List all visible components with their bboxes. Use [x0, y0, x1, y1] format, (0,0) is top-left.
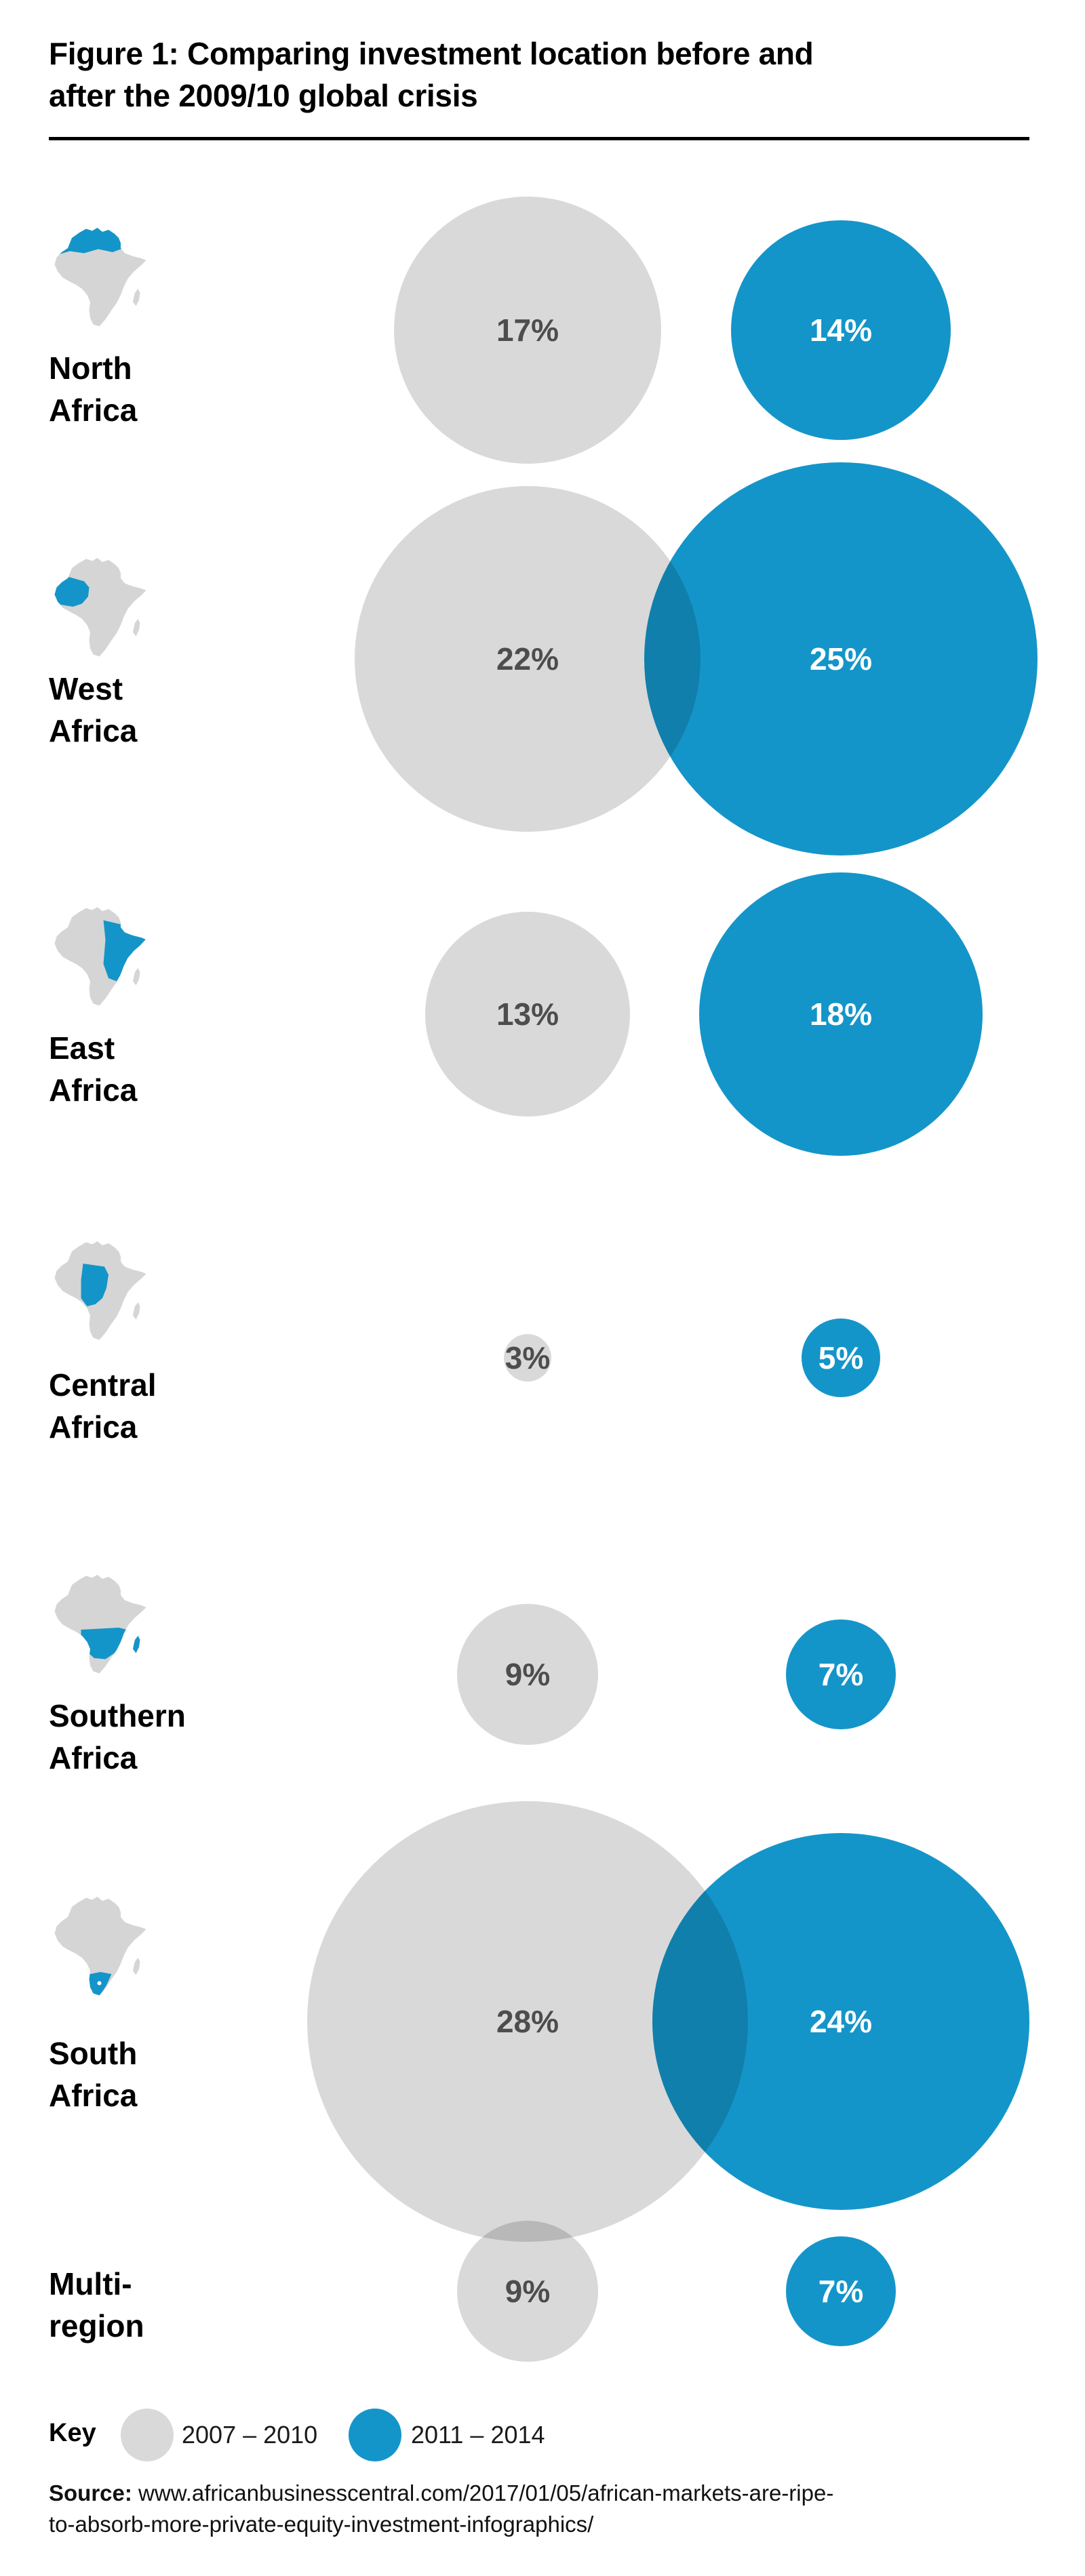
legend-after-label: 2011 – 2014 [411, 2421, 545, 2449]
africa-map-icon-central-africa [47, 1239, 149, 1345]
region-label-west-africa: West Africa [49, 668, 137, 752]
after-value-central-africa: 5% [818, 1340, 864, 1375]
legend-after-swatch-circle [349, 2409, 401, 2461]
before-bubble-southern-africa [457, 1604, 598, 1745]
source-citation: Source: www.africanbusinesscentral.com/2… [49, 2478, 833, 2540]
region-label-southern-africa: Southern Africa [49, 1695, 186, 1779]
madagascar-highlight [133, 1636, 140, 1653]
region-label-line2: Africa [49, 713, 138, 748]
after-value-north-africa: 14% [809, 313, 873, 348]
before-value-multi-region: 9% [505, 2274, 551, 2309]
region-label-line2: Africa [49, 2078, 138, 2113]
southern-africa-region-highlight [81, 1628, 127, 1659]
north-africa-region-highlight [54, 228, 127, 256]
region-label-central-africa: Central Africa [49, 1364, 156, 1448]
region-label-east-africa: East Africa [49, 1027, 137, 1111]
after-value-multi-region: 7% [818, 2274, 864, 2309]
legend-before-swatch-circle [121, 2409, 174, 2461]
region-label-line2: region [49, 2308, 144, 2343]
after-bubble-east-africa [699, 872, 983, 1156]
before-value-south-africa: 28% [496, 2004, 559, 2039]
region-label-line1: West [49, 671, 123, 706]
region-label-line1: South [49, 2036, 138, 2071]
region-label-line2: Africa [49, 1072, 138, 1108]
title-divider-rule [49, 137, 1029, 140]
after-value-east-africa: 18% [809, 997, 873, 1032]
after-bubble-central-africa [802, 1319, 880, 1397]
region-label-line2: Africa [49, 1409, 138, 1445]
source-url-line1: www.africanbusinesscentral.com/2017/01/0… [138, 2480, 834, 2505]
after-value-south-africa: 24% [809, 2004, 873, 2039]
madagascar-silhouette [133, 1958, 140, 1975]
before-value-central-africa: 3% [505, 1340, 551, 1375]
before-bubble-multi-region [457, 2221, 598, 2362]
region-label-line2: Africa [49, 1740, 138, 1775]
madagascar-silhouette [133, 968, 140, 986]
madagascar-silhouette [133, 1302, 140, 1320]
before-value-west-africa: 22% [496, 641, 559, 677]
region-label-multi-region: Multi-region [49, 2263, 144, 2347]
africa-silhouette [54, 1575, 146, 1674]
after-value-southern-africa: 7% [818, 1657, 864, 1692]
before-value-east-africa: 13% [496, 997, 559, 1032]
region-label-north-africa: North Africa [49, 347, 137, 431]
source-url-line2: to-absorb-more-private-equity-investment… [49, 2512, 594, 2537]
figure-title-line2: after the 2009/10 global crisis [49, 78, 478, 113]
before-value-southern-africa: 9% [505, 1657, 551, 1692]
before-bubble-central-africa [504, 1334, 551, 1382]
figure-title: Figure 1: Comparing investment location … [49, 33, 814, 117]
africa-silhouette [54, 228, 146, 327]
africa-silhouette [54, 1897, 146, 1996]
region-label-line1: Multi- [49, 2266, 132, 2301]
lesotho-dot [97, 1981, 102, 1986]
central-africa-region-highlight [81, 1264, 108, 1306]
africa-map-icon-east-africa [47, 905, 149, 1011]
madagascar-silhouette [133, 289, 140, 306]
before-bubble-north-africa [394, 197, 661, 464]
africa-map-icon-southern-africa [47, 1573, 149, 1678]
after-bubble-south-africa [652, 1833, 1029, 2210]
madagascar-silhouette [133, 619, 140, 637]
after-bubble-southern-africa [786, 1619, 896, 1729]
before-bubble-east-africa [425, 912, 630, 1116]
region-label-line1: Southern [49, 1698, 186, 1733]
after-value-west-africa: 25% [809, 641, 873, 677]
region-label-south-africa: South Africa [49, 2032, 137, 2116]
region-label-line2: Africa [49, 393, 138, 428]
region-label-line1: East [49, 1030, 115, 1066]
before-bubble-west-africa [355, 486, 701, 832]
after-bubble-north-africa [731, 220, 951, 440]
africa-map-icon-south-africa [47, 1895, 149, 2000]
region-label-line1: North [49, 350, 132, 386]
legend-before-label: 2007 – 2010 [182, 2421, 318, 2449]
region-label-line1: Central [49, 1367, 157, 1403]
africa-map-icon-north-africa [47, 226, 149, 331]
before-value-north-africa: 17% [496, 313, 559, 348]
legend-key-label: Key [49, 2419, 96, 2447]
after-bubble-multi-region [786, 2236, 896, 2346]
africa-map-icon-west-africa [47, 556, 149, 662]
africa-silhouette [54, 558, 146, 657]
source-prefix: Source: [49, 2480, 132, 2505]
africa-silhouette [54, 907, 146, 1006]
west-africa-region-highlight [54, 577, 90, 607]
figure-title-line1: Figure 1: Comparing investment location … [49, 36, 814, 71]
after-bubble-west-africa [644, 462, 1038, 856]
